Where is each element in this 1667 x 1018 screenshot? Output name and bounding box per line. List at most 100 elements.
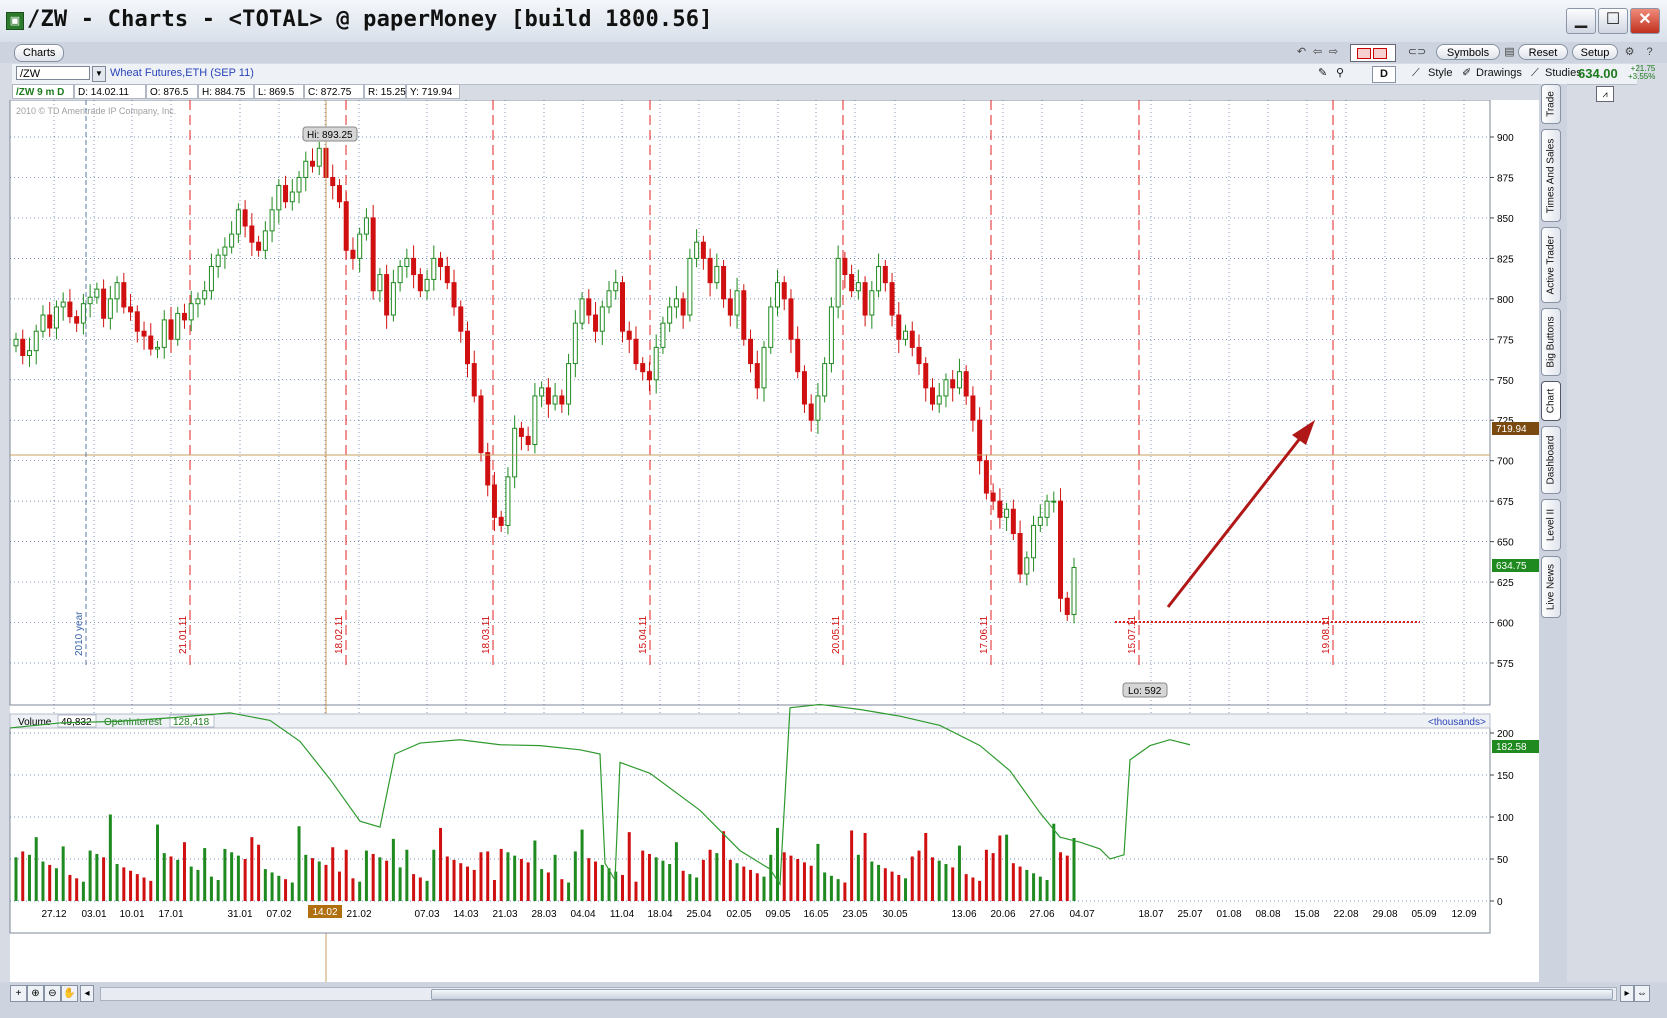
volume-bar	[513, 855, 517, 901]
link-icon[interactable]: ⊂⊃	[1407, 46, 1427, 58]
symbol-input[interactable]: /ZW	[16, 66, 90, 80]
print-icon[interactable]: ▤	[1504, 46, 1515, 58]
candle-body	[390, 282, 396, 316]
drawings-icon[interactable]: ✐	[1462, 67, 1472, 79]
time-label: 10.01	[119, 909, 144, 920]
time-label: 08.08	[1255, 909, 1280, 920]
studies-button[interactable]: Studies	[1545, 67, 1582, 79]
horizontal-scrollbar[interactable]	[100, 987, 1617, 1001]
volume-bar	[1018, 866, 1022, 901]
next-icon[interactable]: ⇨	[1328, 46, 1339, 58]
candle-body	[33, 330, 39, 352]
volume-bar	[337, 871, 341, 901]
sidebar-tab-dashboard[interactable]: Dashboard	[1541, 426, 1561, 494]
time-label: 04.07	[1069, 909, 1094, 920]
close-button[interactable]: ✕	[1630, 8, 1660, 34]
volume-bar	[722, 831, 726, 901]
chart-area[interactable]: 900 875 850 825 800 775 750 725 700 675 650 625 600 5…	[0, 100, 1540, 982]
zoom-area-icon[interactable]: ⊕	[27, 985, 44, 1002]
volume-bar	[209, 876, 213, 901]
volume-bar	[324, 864, 328, 901]
volume-bar	[809, 865, 813, 901]
layout-grid-icon[interactable]	[1350, 44, 1396, 62]
volume-bar	[479, 852, 483, 901]
cursor-icon[interactable]: ⚲	[1336, 67, 1345, 79]
volume-bar	[823, 872, 827, 901]
price-tick-label: 575	[1497, 659, 1514, 670]
candle-body	[916, 346, 922, 365]
pan-icon[interactable]: ✋	[61, 985, 78, 1002]
style-button[interactable]: Style	[1428, 67, 1453, 79]
candle-body	[566, 363, 572, 405]
reset-button[interactable]: Reset	[1518, 44, 1568, 60]
style-icon[interactable]: ⟋	[1412, 67, 1420, 79]
candle-body	[336, 185, 342, 203]
candle-body	[977, 419, 983, 462]
sidebar-tab-chart[interactable]: Chart	[1541, 381, 1561, 421]
expiry-label: 18.02.11	[334, 615, 345, 654]
expand-icon[interactable]: ⇔	[1634, 985, 1650, 1002]
expiry-label: 17.06.11	[979, 615, 990, 654]
candle-body	[707, 257, 713, 284]
chart-type-icon[interactable]: ⩘	[1596, 86, 1614, 102]
sidebar-tab-level-ii[interactable]: Level II	[1541, 499, 1561, 551]
tab-charts[interactable]: Charts	[14, 44, 65, 62]
crosshair-icon[interactable]: ✎	[1318, 67, 1328, 79]
volume-bar	[991, 853, 995, 901]
price-tick-label: 775	[1497, 335, 1514, 346]
cursor-price-tag-box	[1492, 422, 1539, 435]
candle-body	[518, 427, 524, 437]
sidebar-tab-big-buttons[interactable]: Big Buttons	[1541, 308, 1561, 376]
volume-bar	[735, 863, 739, 901]
volume-bar	[553, 854, 557, 901]
minimize-button[interactable]: ▁	[1566, 8, 1596, 34]
maximize-button[interactable]: ☐	[1598, 8, 1628, 34]
volume-tick-label: 100	[1497, 813, 1514, 824]
candle-body	[235, 209, 241, 235]
price-change: +21.75 +3.55%	[1628, 65, 1655, 81]
price-tick-label: 825	[1497, 254, 1514, 265]
studies-icon[interactable]: ⟋	[1531, 67, 1539, 79]
setup-button[interactable]: Setup	[1572, 44, 1618, 60]
volume-bar	[108, 814, 112, 901]
sidebar-tab-trade[interactable]: Trade	[1541, 84, 1561, 124]
candle-body	[1051, 500, 1057, 503]
candle-body	[1071, 567, 1077, 615]
time-label: 21.02	[346, 909, 371, 920]
candle-body	[714, 265, 720, 284]
candle-body	[424, 278, 430, 292]
volume-bar	[385, 860, 389, 901]
scroll-left-icon[interactable]: ◂	[80, 985, 94, 1002]
time-label: 09.05	[765, 909, 790, 920]
scrollbar-thumb[interactable]	[431, 989, 1613, 1000]
back-icon[interactable]: ↶	[1296, 46, 1307, 58]
sidebar-tab-times-and-sales[interactable]: Times And Sales	[1541, 129, 1561, 222]
volume-bar	[445, 856, 449, 901]
scroll-right-icon[interactable]: ▸	[1620, 985, 1634, 1002]
candle-body	[128, 306, 134, 313]
volume-bar	[607, 868, 611, 901]
volume-bar	[243, 859, 247, 901]
sidebar-tab-live-news[interactable]: Live News	[1541, 556, 1561, 618]
candle-body	[667, 306, 673, 324]
volume-bar	[668, 864, 672, 901]
time-label: 18.07	[1138, 909, 1163, 920]
symbol-dropdown-icon[interactable]: ▼	[92, 66, 106, 82]
volume-bar	[297, 826, 301, 901]
symbols-button[interactable]: Symbols	[1436, 44, 1500, 60]
drawings-button[interactable]: Drawings	[1476, 67, 1522, 79]
main-toolbar: Charts ↶ ⇦ ⇨ ⊂⊃ Symbols ▤ Reset Setup ⚙ …	[0, 42, 1667, 63]
sidebar-tab-active-trader[interactable]: Active Trader	[1541, 227, 1561, 303]
prev-icon[interactable]: ⇦	[1312, 46, 1323, 58]
settings-icon[interactable]: ⚙	[1624, 46, 1635, 58]
volume-bar	[1065, 855, 1069, 901]
help-icon[interactable]: ?	[1646, 46, 1653, 58]
candle-body	[822, 363, 828, 397]
candle-body	[619, 282, 625, 332]
zoom-out-icon[interactable]: ⊖	[44, 985, 61, 1002]
zoom-in-icon[interactable]: +	[10, 985, 27, 1002]
aggregation-button[interactable]: D	[1372, 66, 1396, 83]
candle-body	[350, 249, 356, 259]
volume-bar	[142, 877, 146, 901]
volume-bar	[364, 850, 368, 901]
